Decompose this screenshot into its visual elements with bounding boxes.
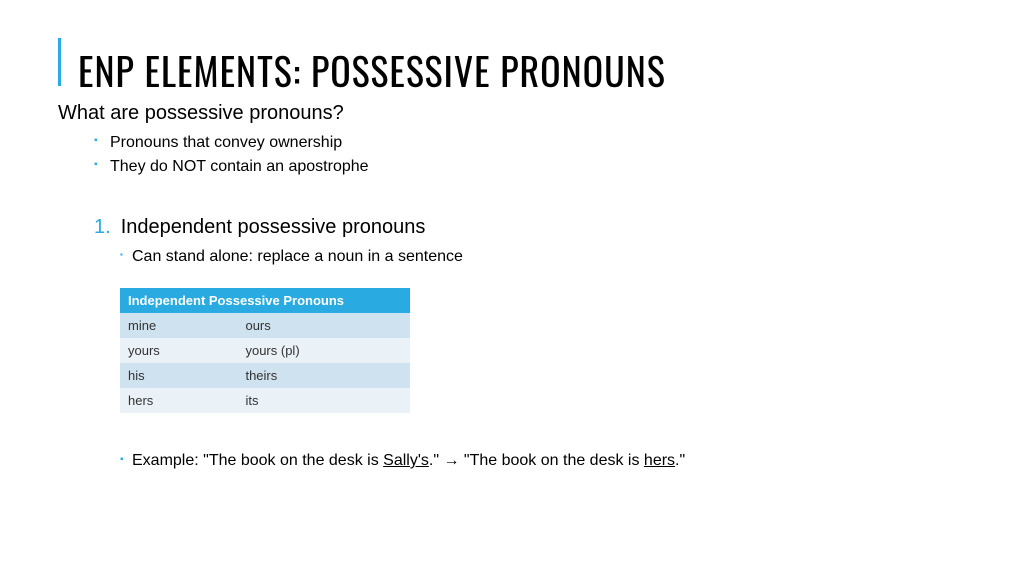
table-row: mine ours <box>120 313 410 338</box>
table-cell: yours (pl) <box>237 338 410 363</box>
definition-bullets: Pronouns that convey ownership They do N… <box>94 134 369 182</box>
table-cell: ours <box>237 313 410 338</box>
table-row: his theirs <box>120 363 410 388</box>
example-text: "The book on the desk is <box>459 452 643 469</box>
table-cell: yours <box>120 338 237 363</box>
example-underline: Sally's <box>383 452 429 469</box>
bullet-item: They do NOT contain an apostrophe <box>94 158 369 176</box>
table-header-row: Independent Possessive Pronouns <box>120 288 410 313</box>
table-cell: hers <box>120 388 237 413</box>
example-text: Example: "The book on the desk is <box>132 452 383 469</box>
arrow-icon: → <box>443 452 459 469</box>
section-number: 1. <box>94 216 111 238</box>
example-line: Example: "The book on the desk is Sally'… <box>120 452 685 470</box>
example-text: ." <box>675 452 685 469</box>
section-title: Independent possessive pronouns <box>121 216 426 238</box>
table-cell: his <box>120 363 237 388</box>
example-underline: hers <box>644 452 675 469</box>
table-cell: its <box>237 388 410 413</box>
table-header: Independent Possessive Pronouns <box>120 288 410 313</box>
table-cell: mine <box>120 313 237 338</box>
slide-title: ENP ELEMENTS: POSSESSIVE PRONOUNS <box>78 42 666 98</box>
table-row: yours yours (pl) <box>120 338 410 363</box>
bullet-item: Pronouns that convey ownership <box>94 134 369 152</box>
slide-subtitle: What are possessive pronouns? <box>58 102 344 125</box>
title-accent-bar <box>58 38 61 86</box>
section-sub-bullet: Can stand alone: replace a noun in a sen… <box>120 248 463 266</box>
table-cell: theirs <box>237 363 410 388</box>
example-text: ." <box>429 452 444 469</box>
section-heading: 1. Independent possessive pronouns <box>94 216 425 239</box>
table-row: hers its <box>120 388 410 413</box>
pronouns-table: Independent Possessive Pronouns mine our… <box>120 288 410 413</box>
